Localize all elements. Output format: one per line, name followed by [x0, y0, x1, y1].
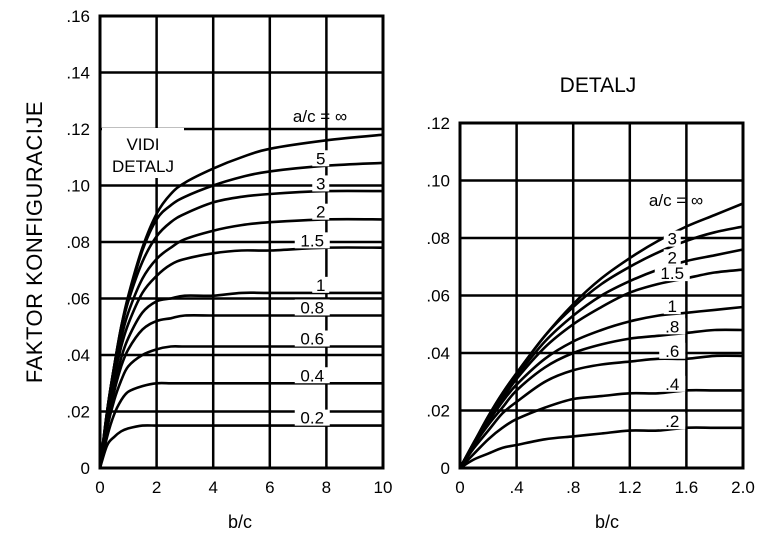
detail-chart: 0.4.8 1.2 1.6 2.00.02.04.06.08.10.12 321.51…: [426, 74, 754, 532]
main-series-label: 0.2: [300, 409, 324, 428]
main-y-axis-label: FAKTOR KONFIGURACIJE: [22, 101, 47, 383]
detail-series-line: [458, 388, 745, 470]
main-legend-header: a/c = ∞: [293, 107, 347, 126]
detail-series-label: 1: [668, 297, 677, 316]
main-y-tick-label: .04: [66, 346, 90, 365]
detail-ticks: 0.4.8 1.2 1.6 2.00.02.04.06.08.10.12: [426, 114, 754, 497]
main-chart: 0 2 4 6 8 10 0 .02 .04 .06 .08 .10 .12 .14 .16 5 3 2 1.5 1…: [22, 7, 392, 532]
main-x-tick-label: 0: [95, 478, 104, 497]
main-series-label: 1.5: [300, 231, 324, 250]
detail-series-label-bg: [663, 298, 681, 315]
main-y-tick-label: .10: [66, 177, 90, 196]
main-series-labels: 5 3 2 1.5 1 0.8 0.6 0.4 0.2: [294, 149, 330, 428]
main-series-line: [98, 313, 385, 470]
detail-series-label: .8: [665, 317, 679, 336]
main-annotation-text: VIDI DETALJ: [112, 135, 174, 176]
main-series-line: [98, 381, 385, 470]
detail-series-label: .6: [665, 342, 679, 361]
detail-series-label: .4: [665, 375, 679, 394]
main-series-line: [98, 217, 385, 470]
detail-series-line: [458, 426, 745, 470]
detail-x-tick-label: .8: [566, 478, 580, 497]
main-series-label: 3: [316, 174, 325, 193]
main-x-axis-label: b/c: [228, 512, 252, 532]
main-series-label: 0.4: [300, 366, 324, 385]
detail-series-line: [458, 225, 745, 470]
detail-y-tick-label: .06: [426, 287, 450, 306]
main-series-label-bg: [312, 150, 330, 167]
main-series-line: [98, 424, 385, 470]
main-series-line: [98, 291, 385, 470]
detail-x-tick-label: .4: [510, 478, 524, 497]
main-annotation-bg: [102, 128, 184, 178]
main-y-tick-label: .06: [66, 290, 90, 309]
main-series-label: 2: [316, 203, 325, 222]
detail-series-label: .2: [665, 412, 679, 431]
detail-series: [458, 202, 745, 470]
main-y-tick-label: .08: [66, 233, 90, 252]
main-grid: [100, 16, 383, 468]
detail-x-tick-label: 2.0: [731, 478, 755, 497]
detail-series-line: [458, 354, 745, 470]
detail-series-label: 1.5: [660, 264, 684, 283]
main-series: [98, 133, 385, 470]
main-series-label-bg: [312, 175, 330, 192]
main-series-label-bg: [312, 203, 330, 220]
detail-title: DETALJ: [560, 74, 637, 97]
detail-y-tick-label: 0: [441, 459, 450, 478]
main-ticks: 0 2 4 6 8 10 0 .02 .04 .06 .08 .10 .12 .14 .16: [66, 7, 392, 497]
detail-series-line: [458, 248, 745, 470]
detail-grid: [460, 123, 743, 468]
main-series-label-bg: [294, 409, 330, 426]
detail-x-axis-label: b/c: [595, 512, 619, 532]
detail-y-tick-label: .04: [426, 344, 450, 363]
main-series-label-bg: [294, 299, 330, 316]
detail-series-labels: 321.5 1.8 .6 .4 .2 a/c = ∞: [649, 191, 703, 431]
main-x-tick-label: 10: [374, 478, 393, 497]
main-series-label: 5: [316, 149, 325, 168]
detail-series-line: [458, 305, 745, 470]
main-series-label-bg: [294, 367, 330, 384]
main-x-tick-label: 8: [322, 478, 331, 497]
detail-series-label-bg: [659, 318, 686, 335]
detail-series-label-bg: [659, 413, 686, 430]
detail-series-label: 2: [668, 248, 677, 267]
main-y-tick-label: .02: [66, 403, 90, 422]
detail-series-label: 3: [668, 230, 677, 249]
main-x-tick-label: 4: [208, 478, 217, 497]
main-series-line: [98, 246, 385, 470]
detail-series-label-bg: [663, 249, 681, 266]
main-series-label-bg: [294, 330, 330, 347]
detail-x-tick-label: 1.2: [618, 478, 642, 497]
main-series-label-bg: [294, 232, 330, 249]
main-y-tick-label: .16: [66, 7, 90, 26]
detail-x-tick-label: 0: [455, 478, 464, 497]
main-y-tick-label: .14: [66, 64, 90, 83]
main-annotation: VIDI DETALJ: [102, 128, 184, 178]
detail-y-tick-label: .12: [426, 114, 450, 133]
main-series-label: 1: [316, 276, 325, 295]
main-y-tick-label: 0: [81, 459, 90, 478]
main-x-tick-label: 2: [152, 478, 161, 497]
detail-x-tick-label: 1.6: [675, 478, 699, 497]
main-y-tick-label: .12: [66, 120, 90, 139]
detail-legend-header: a/c = ∞: [649, 191, 703, 210]
main-series-label: 0.8: [300, 298, 324, 317]
detail-y-tick-label: .08: [426, 229, 450, 248]
detail-series-label-bg: [659, 342, 686, 359]
detail-series-label-bg: [663, 230, 681, 247]
detail-y-tick-label: .02: [426, 402, 450, 421]
detail-series-label-bg: [654, 265, 690, 282]
main-series-line: [98, 345, 385, 470]
detail-series-line: [458, 268, 745, 470]
detail-series-line: [458, 328, 745, 470]
detail-y-tick-label: .10: [426, 172, 450, 191]
detail-series-label-bg: [659, 375, 686, 392]
main-series-label: 0.6: [300, 330, 324, 349]
main-series-label-bg: [312, 276, 330, 293]
main-x-tick-label: 6: [265, 478, 274, 497]
